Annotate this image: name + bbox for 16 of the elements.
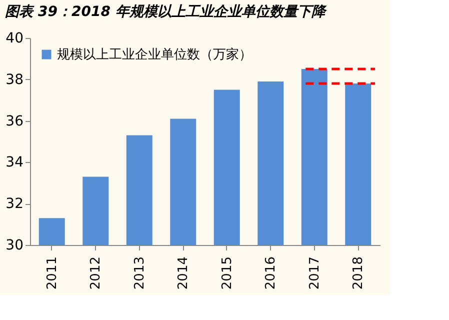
x-tick-label: 2012 [88, 256, 104, 290]
x-tick-label: 2018 [351, 256, 366, 290]
y-tick-label: 32 [6, 196, 24, 212]
x-tick-label: 2016 [264, 256, 279, 290]
x-tick-label: 2013 [132, 256, 148, 290]
y-tick-label: 36 [6, 113, 24, 130]
x-tick-label: 2017 [307, 256, 322, 290]
legend-label: 规模以上工业企业单位数（万家） [57, 46, 252, 62]
y-tick-label: 30 [6, 238, 24, 254]
x-tick-label: 2014 [176, 256, 192, 290]
x-tick-label: 2011 [44, 256, 60, 290]
chart-title: 图表 39：2018 年规模以上工业企业单位数量下降 [5, 4, 328, 20]
y-tick-label: 38 [6, 72, 24, 88]
x-tick-label: 2015 [220, 256, 235, 290]
y-tick-label: 34 [6, 154, 24, 171]
y-tick-label: 40 [6, 30, 24, 46]
